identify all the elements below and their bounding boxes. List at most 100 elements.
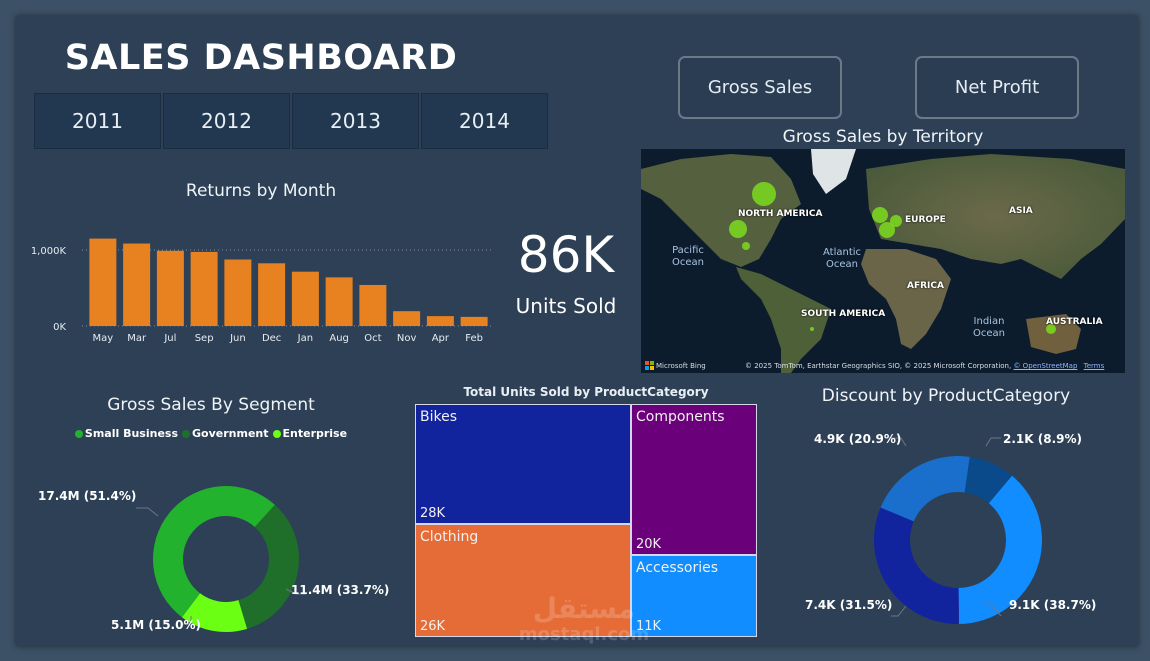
- bar-jul[interactable]: [156, 250, 184, 326]
- leader-line: [136, 507, 159, 517]
- x-tick-label: Jan: [297, 333, 313, 344]
- openstreetmap-link[interactable]: © OpenStreetMap: [1013, 362, 1078, 370]
- discount-label-4: 4.9K (20.9%): [814, 432, 902, 446]
- treemap-label: Bikes: [420, 409, 458, 425]
- map-bubble-canada[interactable]: [752, 182, 776, 206]
- discount-chart-title: Discount by ProductCategory: [821, 386, 1071, 406]
- year-option-2014[interactable]: 2014: [421, 93, 548, 149]
- x-tick-label: Nov: [397, 333, 417, 344]
- watermark: مستقل mostaql.com: [504, 592, 664, 648]
- north-america-land: [641, 154, 801, 267]
- map-label-europe: EUROPE: [905, 215, 946, 225]
- attribution-text: © 2025 TomTom, Earthstar Geographics SIO…: [745, 362, 1012, 370]
- map-bubble-germany[interactable]: [890, 215, 902, 227]
- map-bubble-south-america[interactable]: [810, 327, 814, 331]
- x-tick-label: Oct: [364, 333, 381, 344]
- map-label-africa: AFRICA: [907, 281, 944, 291]
- legend-item-small-business[interactable]: Small Business: [74, 427, 179, 440]
- y-tick-label: 0K: [53, 322, 66, 333]
- map-bubble-australia[interactable]: [1046, 324, 1056, 334]
- watermark-latin: mostaql.com: [518, 624, 650, 645]
- bar-feb[interactable]: [460, 316, 488, 326]
- discount-slice-3[interactable]: [880, 456, 970, 522]
- segment-legend: Small Business Government Enterprise: [56, 427, 366, 440]
- x-tick-label: Sep: [195, 333, 214, 344]
- dashboard-canvas: SALES DASHBOARD 2011 2012 2013 2014 Gros…: [16, 16, 1138, 646]
- leader-line: [891, 605, 907, 617]
- bar-jan[interactable]: [291, 271, 319, 326]
- gross-sales-button[interactable]: Gross Sales: [678, 56, 842, 119]
- segment-label-small-business: 17.4M (51.4%): [38, 489, 137, 503]
- treemap-cell-components[interactable]: Components 20K: [631, 404, 757, 555]
- australia-land: [1026, 314, 1081, 354]
- bar-nov[interactable]: [393, 311, 421, 326]
- net-profit-button[interactable]: Net Profit: [915, 56, 1079, 119]
- gross-sales-map[interactable]: NORTH AMERICA EUROPE ASIA AFRICA SOUTH A…: [641, 149, 1125, 373]
- treemap-label: Clothing: [420, 529, 479, 545]
- microsoft-logo-icon: [645, 361, 654, 370]
- year-option-2011[interactable]: 2011: [34, 93, 161, 149]
- legend-dot-icon: [182, 430, 191, 438]
- leader-line: [985, 601, 1002, 617]
- treemap-cell-bikes[interactable]: Bikes 28K: [415, 404, 631, 524]
- segment-label-enterprise: 5.1M (15.0%): [111, 618, 201, 632]
- eurasia-land: [866, 154, 1125, 279]
- treemap-label: Components: [636, 409, 725, 425]
- segment-slice-0[interactable]: [152, 485, 275, 618]
- segment-slice-2[interactable]: [181, 593, 248, 632]
- legend-dot-icon: [74, 430, 83, 438]
- units-sold-value: 86K: [517, 226, 615, 284]
- map-bubble-southwest-us[interactable]: [742, 242, 750, 250]
- greenland-land: [811, 149, 856, 194]
- x-tick-label: Apr: [432, 333, 450, 344]
- bing-logo: Microsoft Bing: [645, 361, 706, 370]
- bar-aug[interactable]: [325, 277, 353, 326]
- map-bubble-northwest-us[interactable]: [729, 220, 747, 238]
- legend-label: Small Business: [84, 427, 179, 440]
- year-option-2013[interactable]: 2013: [292, 93, 419, 149]
- treemap-cell-clothing[interactable]: Clothing 26K: [415, 524, 631, 637]
- bar-oct[interactable]: [359, 284, 387, 326]
- leader-line: [285, 588, 306, 595]
- watermark-arabic: مستقل: [532, 592, 636, 625]
- bar-mar[interactable]: [123, 243, 151, 326]
- treemap-value: 20K: [636, 537, 662, 552]
- map-label-asia: ASIA: [1009, 206, 1033, 216]
- legend-label: Enterprise: [282, 427, 348, 440]
- units-sold-label: Units Sold: [515, 294, 617, 318]
- x-tick-label: May: [93, 333, 114, 344]
- discount-label-2: 9.1K (38.7%): [1009, 598, 1097, 612]
- map-bubble-uk[interactable]: [872, 207, 888, 223]
- map-bubble-france[interactable]: [879, 222, 895, 238]
- segment-slice-1[interactable]: [238, 504, 299, 629]
- discount-by-category-chart: [874, 437, 1042, 624]
- treemap-title: Total Units Sold by ProductCategory: [463, 385, 709, 399]
- bar-may[interactable]: [89, 238, 117, 326]
- treemap-label: Accessories: [636, 560, 719, 576]
- bar-sep[interactable]: [190, 251, 218, 326]
- map-label-south-america: SOUTH AMERICA: [801, 309, 886, 319]
- y-tick-label: 1,000K: [31, 246, 67, 257]
- gross-sales-by-segment-chart: [136, 485, 306, 632]
- treemap-value: 11K: [636, 619, 662, 634]
- discount-label-1: 2.1K (8.9%): [1003, 432, 1082, 446]
- leader-line: [181, 616, 192, 625]
- world-map-background: [641, 149, 1125, 373]
- x-tick-label: Dec: [262, 333, 281, 344]
- discount-slice-1[interactable]: [958, 475, 1042, 624]
- discount-label-3: 7.4K (31.5%): [805, 598, 893, 612]
- bing-label: Microsoft Bing: [656, 361, 706, 370]
- bar-dec[interactable]: [258, 263, 286, 326]
- map-label-atlantic-ocean: Atlantic Ocean: [822, 247, 862, 270]
- map-label-north-america: NORTH AMERICA: [738, 209, 823, 219]
- legend-item-enterprise[interactable]: Enterprise: [272, 427, 348, 440]
- discount-slice-0[interactable]: [964, 456, 1013, 504]
- year-option-2012[interactable]: 2012: [163, 93, 290, 149]
- treemap-cell-accessories[interactable]: Accessories 11K: [631, 555, 757, 637]
- bar-apr[interactable]: [426, 316, 454, 326]
- discount-slice-2[interactable]: [874, 507, 959, 624]
- legend-item-government[interactable]: Government: [182, 427, 269, 440]
- bar-jun[interactable]: [224, 259, 252, 327]
- terms-link[interactable]: Terms: [1083, 362, 1105, 370]
- units-by-category-treemap: Bikes 28K Clothing 26K Components 20K Ac…: [415, 404, 757, 637]
